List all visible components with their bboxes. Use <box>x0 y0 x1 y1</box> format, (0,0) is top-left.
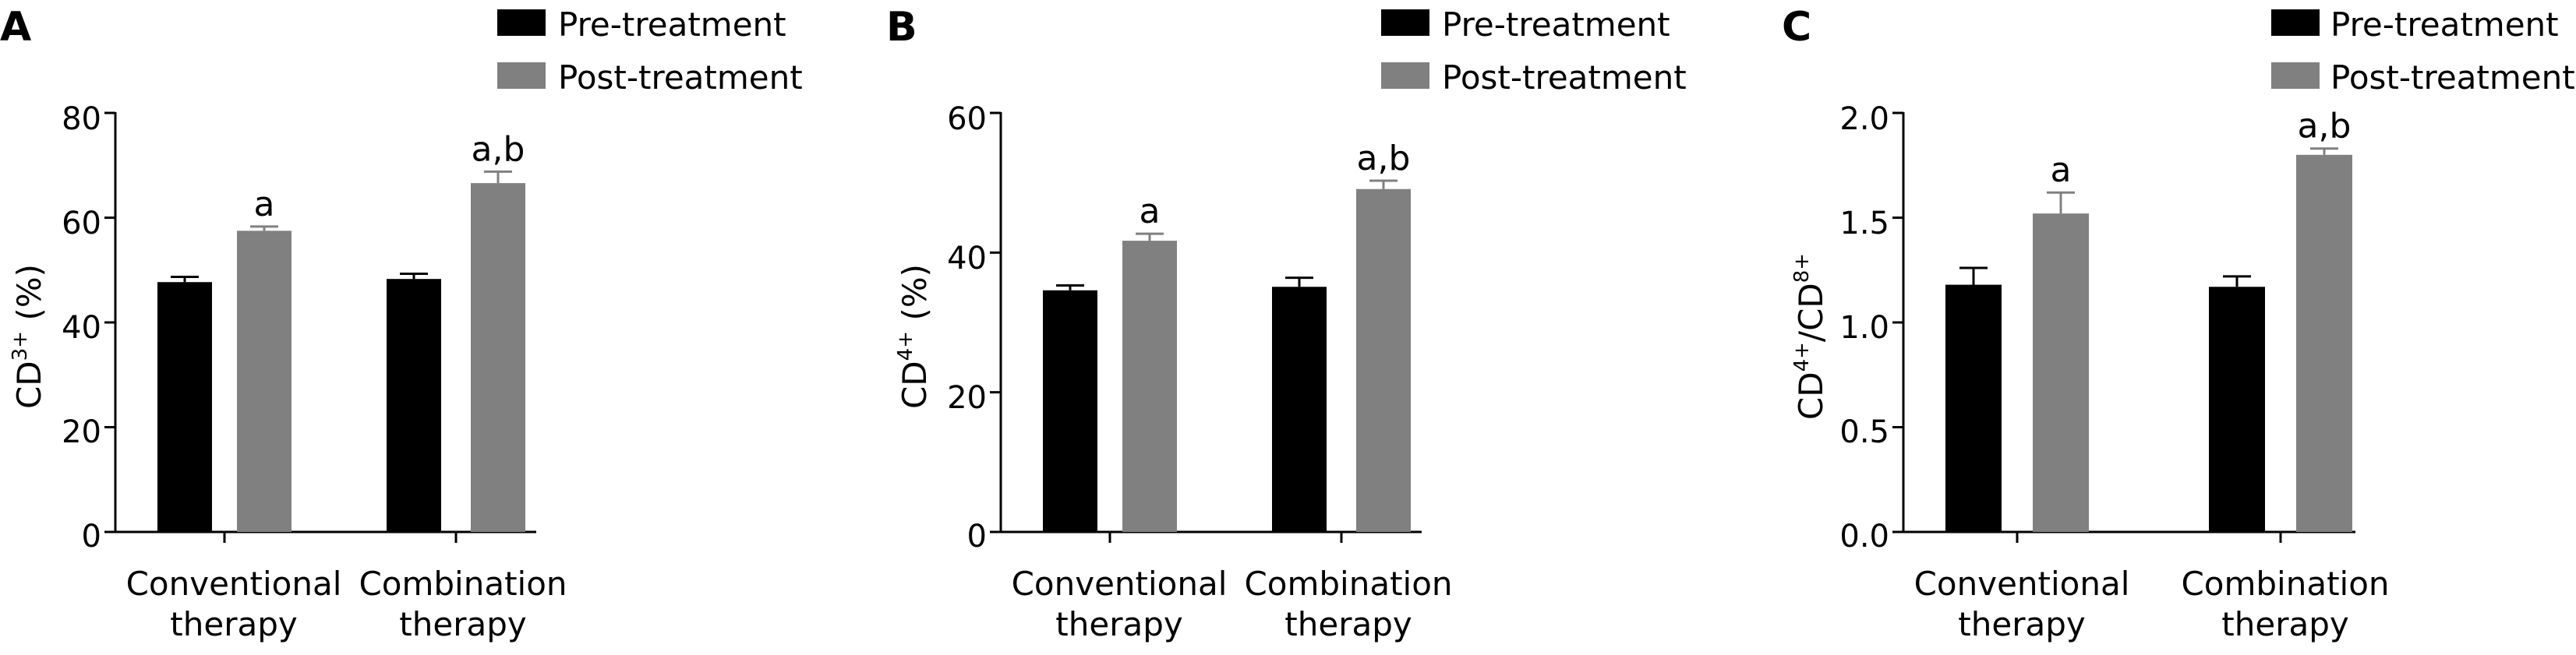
y-tick-label: 60 <box>62 206 101 241</box>
category-label: Conventional therapy <box>1012 565 1228 643</box>
y-ticks: 0 20 40 60 <box>947 101 987 555</box>
bar <box>1043 290 1097 532</box>
category-label: Combination therapy <box>1244 565 1452 643</box>
y-ticks: 0.0 0.5 1.0 1.5 2.0 <box>1839 101 1889 555</box>
category-label-line: therapy <box>2221 605 2348 643</box>
y-axis-title-sup: 3+ <box>9 331 32 361</box>
y-tick-label: 40 <box>62 310 101 346</box>
y-axis-title-suffix: (%) <box>896 264 934 331</box>
panel-b: B Pre-treatment Post-treatment CD4+ (%) … <box>886 4 1687 643</box>
y-axis-title-suffix: (%) <box>10 264 48 331</box>
category-label-line: therapy <box>399 605 526 643</box>
legend-swatch-post <box>497 62 546 89</box>
category-label: Conventional therapy <box>126 565 342 643</box>
y-axis-title-main: CD <box>896 361 934 409</box>
y-axis-title: CD4+ (%) <box>894 264 934 409</box>
y-axis-title-sup: 4+ <box>894 331 917 361</box>
legend-label-pre: Pre-treatment <box>1442 5 1670 44</box>
panel-a: A Pre-treatment Post-treatment CD3+ (%) … <box>0 4 803 643</box>
legend: Pre-treatment Post-treatment <box>1381 5 1687 97</box>
category-label-line: Combination <box>2181 565 2389 603</box>
category-label-line: Combination <box>1244 565 1452 603</box>
category-label-line: Combination <box>359 565 567 603</box>
y-tick-label: 0 <box>967 519 987 555</box>
y-axis-title-main: CD <box>1792 372 1830 420</box>
legend-swatch-pre <box>497 9 546 36</box>
bar <box>157 282 212 532</box>
legend-swatch-pre <box>2271 9 2320 36</box>
y-axis-title-mid: /CD <box>1792 283 1830 342</box>
category-labels: Conventional therapy Combination therapy <box>126 565 567 643</box>
category-label-line: Conventional <box>126 565 342 603</box>
y-axis-title: CD4+/CD8+ <box>1790 253 1830 420</box>
significance-label: a <box>254 185 275 224</box>
bar <box>1272 287 1327 532</box>
category-label: Conventional therapy <box>1914 565 2130 643</box>
y-axis-title-main: CD <box>10 361 48 409</box>
y-axis-title-sup2: 8+ <box>1790 253 1814 283</box>
y-tick-label: 1.5 <box>1839 206 1889 241</box>
legend: Pre-treatment Post-treatment <box>497 5 803 97</box>
bars: a a,b <box>990 111 1422 543</box>
significance-label: a,b <box>1357 139 1411 178</box>
bar <box>387 279 441 532</box>
significance-label: a,b <box>472 129 525 169</box>
bars: a a,b <box>104 111 536 543</box>
bar <box>2296 154 2352 533</box>
category-labels: Conventional therapy Combination therapy <box>1012 565 1453 643</box>
bar <box>1122 241 1177 532</box>
category-label-line: therapy <box>1284 605 1412 643</box>
bar <box>1356 188 1411 532</box>
category-label-line: Conventional <box>1012 565 1228 603</box>
y-tick-label: 2.0 <box>1839 101 1889 137</box>
category-label-line: therapy <box>1055 605 1182 643</box>
y-axis-title-sup: 4+ <box>1790 342 1814 372</box>
significance-label: a,b <box>2298 107 2352 146</box>
bars: a a,b <box>1892 107 2355 543</box>
legend-label-post: Post-treatment <box>558 58 803 97</box>
y-tick-label: 0.5 <box>1839 414 1889 450</box>
y-tick-label: 20 <box>947 380 987 416</box>
category-label-line: therapy <box>170 605 297 643</box>
category-label: Combination therapy <box>359 565 567 643</box>
panel-c: C Pre-treatment Post-treatment CD4+/CD8+… <box>1782 4 2575 643</box>
legend-label-pre: Pre-treatment <box>2330 5 2559 44</box>
category-label-line: Conventional <box>1914 565 2130 603</box>
y-tick-label: 40 <box>947 241 987 276</box>
category-label-line: therapy <box>1958 605 2085 643</box>
category-labels: Conventional therapy Combination therapy <box>1914 565 2390 643</box>
legend-swatch-post <box>2271 62 2320 89</box>
y-ticks: 0 20 40 60 80 <box>62 101 101 555</box>
bar <box>2209 287 2265 532</box>
panel-letter: B <box>886 4 917 51</box>
bar <box>2033 213 2089 532</box>
bar <box>1945 284 2002 532</box>
y-tick-label: 1.0 <box>1839 310 1889 346</box>
category-label: Combination therapy <box>2181 565 2389 643</box>
y-tick-label: 60 <box>947 101 987 137</box>
y-tick-label: 0.0 <box>1839 519 1889 555</box>
y-tick-label: 80 <box>62 101 101 137</box>
panel-letter: C <box>1782 4 1811 51</box>
legend-label-post: Post-treatment <box>2330 58 2575 97</box>
legend: Pre-treatment Post-treatment <box>2271 5 2575 97</box>
legend-label-post: Post-treatment <box>1442 58 1687 97</box>
significance-label: a <box>2051 150 2072 190</box>
y-tick-label: 20 <box>62 414 101 450</box>
legend-label-pre: Pre-treatment <box>558 5 786 44</box>
panel-letter: A <box>0 4 31 51</box>
legend-swatch-pre <box>1381 9 1429 36</box>
significance-label: a <box>1140 192 1161 231</box>
y-axis-title: CD3+ (%) <box>9 264 48 409</box>
legend-swatch-post <box>1381 62 1429 89</box>
bar <box>237 231 292 532</box>
bar <box>471 183 525 533</box>
y-tick-label: 0 <box>82 519 101 555</box>
